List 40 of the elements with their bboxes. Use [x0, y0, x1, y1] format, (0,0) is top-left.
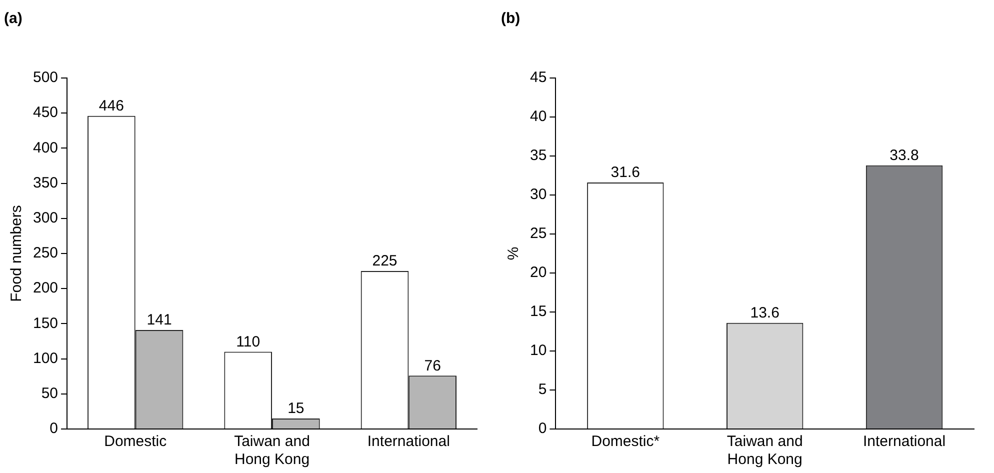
y-tick-label: 40	[530, 108, 547, 126]
y-tick-label: 250	[32, 244, 58, 262]
y-tick-label: 0	[538, 420, 547, 438]
y-tick-label: 20	[530, 264, 547, 282]
y-tick-label: 400	[32, 139, 58, 156]
y-tick-label: 350	[32, 174, 58, 192]
y-tick-label: 25	[530, 225, 547, 242]
y-tick-label: 15	[530, 303, 547, 320]
y-tick-label: 150	[32, 314, 58, 332]
data-label: 141	[146, 312, 172, 329]
y-tick-label: 35	[530, 147, 547, 164]
y-tick-label: 30	[530, 186, 547, 204]
data-label: 33.8	[890, 147, 919, 164]
y-tick-label: 10	[530, 342, 547, 360]
x-tick-label: Taiwan and Hong Kong	[234, 433, 310, 468]
y-tick-label: 5	[538, 381, 547, 398]
data-label: 76	[424, 357, 441, 374]
x-tick-label: International	[863, 433, 946, 450]
y-tick-label: 450	[32, 104, 58, 122]
x-tick-label: Domestic*	[591, 433, 660, 450]
x-tick-label: Domestic	[104, 433, 168, 450]
data-label: 225	[372, 252, 398, 270]
data-label: 15	[288, 400, 304, 418]
y-tick-label: 100	[32, 350, 58, 367]
y-axis-title: Food numbers	[8, 205, 26, 302]
y-axis-title: %	[505, 246, 522, 260]
y-tick-label: 45	[530, 69, 547, 86]
y-tick-label: 50	[41, 385, 58, 402]
x-tick-label: Taiwan and Hong Kong	[726, 433, 803, 468]
chart-title: (a)	[4, 10, 22, 28]
y-tick-label: 300	[32, 210, 58, 227]
data-label: 446	[98, 98, 124, 115]
y-tick-label: 0	[50, 420, 58, 438]
x-tick-label: International	[367, 433, 450, 450]
y-tick-label: 500	[32, 69, 58, 86]
data-label: 31.6	[610, 164, 640, 182]
data-label: 110	[236, 333, 260, 350]
y-tick-label: 200	[32, 280, 58, 297]
data-label: 13.6	[750, 304, 780, 322]
chart-title: (b)	[501, 10, 520, 28]
